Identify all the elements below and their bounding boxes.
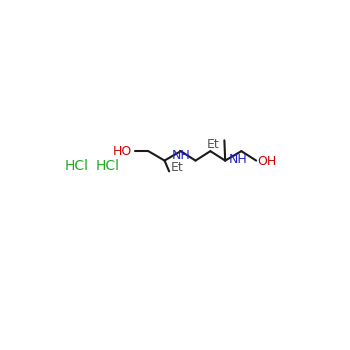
Text: HCl: HCl (96, 159, 120, 173)
Text: HO: HO (113, 145, 132, 158)
Text: OH: OH (258, 155, 277, 168)
Text: NH: NH (229, 153, 247, 166)
Text: Et: Et (171, 161, 183, 174)
Text: HCl: HCl (65, 159, 89, 173)
Text: Et: Et (207, 139, 220, 152)
Text: NH: NH (172, 149, 190, 162)
